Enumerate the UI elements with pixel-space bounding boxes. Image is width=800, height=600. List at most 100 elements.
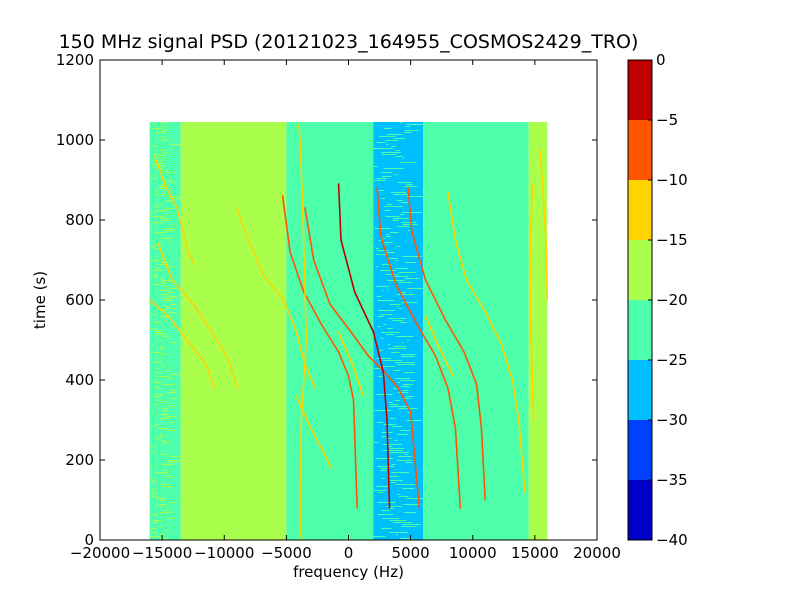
texture-line bbox=[163, 254, 165, 255]
texture-line bbox=[397, 246, 401, 247]
texture-line bbox=[152, 492, 157, 493]
texture-line bbox=[159, 126, 166, 127]
texture-line bbox=[389, 532, 408, 533]
texture-line bbox=[385, 334, 394, 335]
texture-line bbox=[389, 418, 396, 419]
texture-line bbox=[404, 278, 420, 279]
texture-line bbox=[402, 390, 409, 391]
texture-line bbox=[169, 502, 178, 503]
texture-line bbox=[396, 200, 403, 201]
texture-line bbox=[403, 504, 421, 505]
texture-line bbox=[150, 536, 160, 537]
texture-line bbox=[381, 436, 387, 437]
texture-line bbox=[381, 468, 389, 469]
texture-line bbox=[377, 326, 382, 327]
texture-line bbox=[379, 136, 396, 137]
texture-line bbox=[396, 364, 416, 365]
texture-line bbox=[161, 140, 168, 141]
colorbar-level-2 bbox=[628, 180, 652, 240]
texture-line bbox=[155, 268, 160, 269]
colorbar-tick-label: 0 bbox=[656, 51, 666, 69]
texture-line bbox=[159, 420, 161, 421]
trace-2 bbox=[337, 183, 391, 509]
texture-line bbox=[158, 348, 165, 349]
texture-line bbox=[402, 256, 422, 257]
texture-line bbox=[393, 388, 397, 389]
texture-line bbox=[153, 330, 162, 331]
texture-line bbox=[382, 290, 384, 291]
texture-line bbox=[379, 366, 395, 367]
texture-line bbox=[398, 456, 412, 457]
x-tick-label: 5000 bbox=[392, 544, 430, 562]
texture-line bbox=[378, 514, 394, 515]
colorbar-tick-label: −5 bbox=[656, 111, 678, 129]
band-3 bbox=[373, 122, 424, 540]
texture-line bbox=[377, 190, 385, 191]
texture-line bbox=[153, 274, 158, 275]
texture-line bbox=[164, 320, 167, 321]
texture-line bbox=[159, 302, 161, 303]
texture-line bbox=[151, 270, 163, 271]
texture-line bbox=[164, 476, 174, 477]
texture-line bbox=[154, 166, 166, 167]
texture-line bbox=[386, 438, 392, 439]
texture-line bbox=[165, 200, 174, 201]
texture-line bbox=[396, 336, 414, 337]
texture-line bbox=[159, 538, 168, 539]
texture-line bbox=[400, 538, 413, 539]
texture-line bbox=[374, 368, 382, 369]
texture-line bbox=[159, 176, 161, 177]
texture-line bbox=[398, 272, 416, 273]
texture-line bbox=[395, 378, 410, 379]
texture-line bbox=[156, 472, 168, 473]
texture-line bbox=[160, 122, 168, 123]
texture-line bbox=[150, 532, 157, 533]
texture-line bbox=[399, 122, 402, 123]
texture-line bbox=[398, 282, 413, 283]
texture-line bbox=[383, 374, 387, 375]
texture-line bbox=[377, 316, 384, 317]
texture-line bbox=[381, 332, 401, 333]
texture-line bbox=[150, 314, 156, 315]
trace-11 bbox=[529, 183, 535, 421]
texture-line bbox=[152, 362, 162, 363]
texture-line bbox=[163, 468, 164, 469]
texture-line bbox=[149, 446, 156, 447]
texture-line bbox=[151, 490, 154, 491]
texture-line bbox=[169, 224, 173, 225]
texture-line bbox=[154, 206, 160, 207]
texture-line bbox=[382, 518, 400, 519]
x-tick-label: −10000 bbox=[194, 544, 254, 562]
texture-line bbox=[395, 150, 400, 151]
texture-line bbox=[402, 212, 422, 213]
texture-line bbox=[380, 470, 387, 471]
texture-line bbox=[167, 430, 176, 431]
texture-line bbox=[151, 272, 153, 273]
texture-line bbox=[393, 522, 412, 523]
texture-line bbox=[388, 348, 407, 349]
texture-line bbox=[165, 192, 168, 193]
texture-line bbox=[394, 440, 398, 441]
texture-line bbox=[152, 382, 162, 383]
texture-line bbox=[158, 256, 160, 257]
texture-line bbox=[382, 450, 403, 451]
trace-6 bbox=[148, 299, 216, 389]
texture-line bbox=[378, 376, 385, 377]
texture-line bbox=[376, 286, 390, 287]
texture-line bbox=[161, 238, 172, 239]
texture-line bbox=[155, 210, 168, 211]
texture-line bbox=[160, 258, 166, 259]
texture-line bbox=[160, 136, 164, 137]
texture-line bbox=[407, 412, 411, 413]
x-tick-label: −20000 bbox=[70, 544, 130, 562]
trace-9 bbox=[298, 123, 308, 541]
texture-line bbox=[161, 408, 168, 409]
texture-line bbox=[381, 510, 390, 511]
texture-line bbox=[151, 452, 156, 453]
texture-line bbox=[382, 242, 393, 243]
trace-13 bbox=[424, 315, 454, 377]
y-axis: 0 200 400 600 800 1000 1200 bbox=[56, 51, 597, 549]
texture-line bbox=[383, 324, 387, 325]
texture-line bbox=[386, 506, 403, 507]
texture-line bbox=[161, 486, 173, 487]
